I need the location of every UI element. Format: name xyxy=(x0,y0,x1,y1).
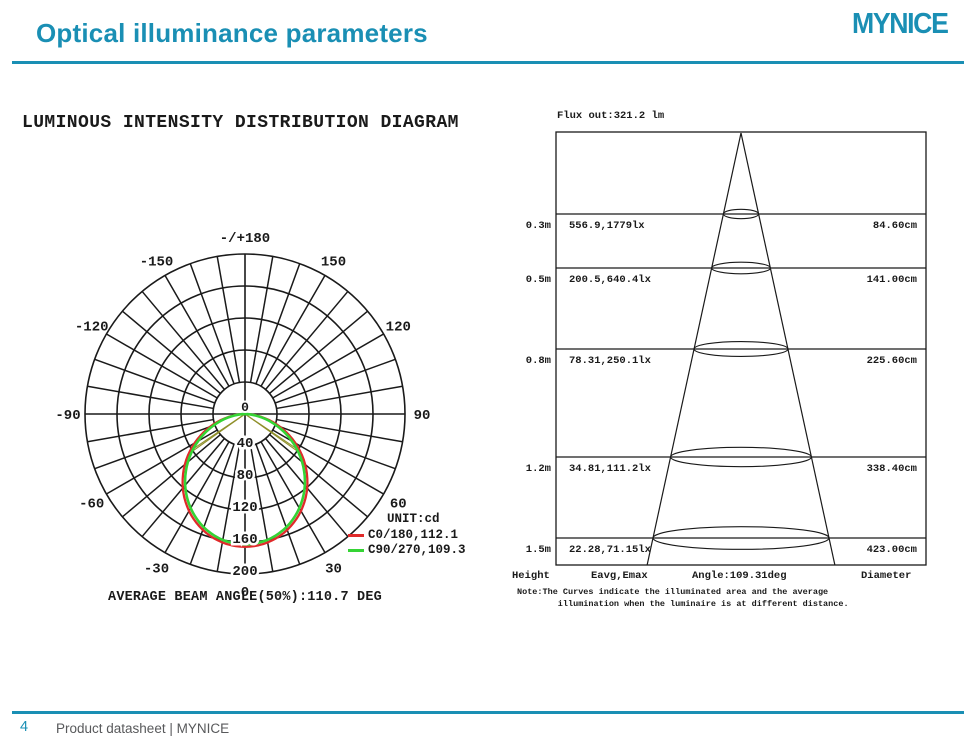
polar-spoke xyxy=(94,424,216,470)
angle-label-30: 30 xyxy=(325,561,342,577)
beam-angle-line xyxy=(244,413,299,453)
polar-spoke xyxy=(260,275,326,387)
polar-spoke xyxy=(87,418,214,443)
row-height-label: 1.5m xyxy=(526,544,551,556)
angle-label-120: 120 xyxy=(386,320,411,336)
column-label-angle: Angle:109.31deg xyxy=(692,570,787,582)
polar-spoke xyxy=(274,424,396,470)
polar-spoke xyxy=(164,275,230,387)
radial-label-120: 120 xyxy=(232,500,257,516)
polar-legend: UNIT:cd C0/180,112.1 C90/270,109.3 xyxy=(348,512,466,559)
illuminated-area-ellipse xyxy=(670,446,812,468)
angle-label--30: -30 xyxy=(144,561,169,577)
illuminated-area-ellipse xyxy=(711,261,771,275)
legend-label-c90: C90/270,109.3 xyxy=(368,543,466,557)
polar-spoke xyxy=(106,333,218,399)
row-height-label: 0.5m xyxy=(526,274,551,286)
polar-spoke xyxy=(260,441,326,553)
column-label-height: Height xyxy=(512,570,550,582)
flux-out-label: Flux out:321.2 lm xyxy=(557,110,665,122)
header-rule xyxy=(12,61,964,64)
polar-spoke xyxy=(249,445,274,572)
polar-spoke xyxy=(141,290,226,390)
polar-spoke xyxy=(189,443,235,565)
row-diameter-value: 84.60cm xyxy=(873,220,917,232)
illuminated-area-ellipse xyxy=(652,526,830,550)
polar-spoke xyxy=(274,358,396,404)
angle-label-0: 0 xyxy=(241,585,249,601)
polar-spoke xyxy=(216,445,241,572)
row-diameter-value: 423.00cm xyxy=(867,544,917,556)
legend-entry: C90/270,109.3 xyxy=(348,543,466,559)
curve-c0-180 xyxy=(181,412,309,548)
page-title: Optical illuminance parameters xyxy=(36,18,428,48)
polar-spoke xyxy=(276,418,403,443)
footer-rule xyxy=(12,711,964,714)
brand-logo: MYNICE xyxy=(852,8,949,40)
beam-angle-line xyxy=(191,413,246,453)
row-diameter-value: 225.60cm xyxy=(867,355,917,367)
angle-label-180: -/+180 xyxy=(220,231,270,247)
angle-label--90: -90 xyxy=(55,408,80,424)
average-beam-angle-caption: AVERAGE BEAM ANGLE(50%):110.7 DEG xyxy=(108,590,382,605)
row-diameter-value: 338.40cm xyxy=(867,463,917,475)
legend-swatch-c90 xyxy=(348,549,364,553)
legend-entry: C0/180,112.1 xyxy=(348,528,466,544)
polar-spoke xyxy=(87,385,214,410)
polar-spoke xyxy=(255,443,301,565)
curve-c90-270 xyxy=(183,412,307,546)
cone-note: Note:The Curves indicate the illuminated… xyxy=(517,587,849,609)
angle-label--150: -150 xyxy=(140,255,174,271)
radial-label-40: 40 xyxy=(237,436,254,452)
row-eavg-emax-value: 200.5,640.4lx xyxy=(569,274,652,286)
polar-spoke xyxy=(269,310,369,395)
legend-unit-label: UNIT:cd xyxy=(387,512,440,526)
row-height-label: 0.8m xyxy=(526,355,551,367)
angle-label-90: 90 xyxy=(414,408,431,424)
polar-spoke xyxy=(264,290,349,390)
polar-spoke xyxy=(255,263,301,385)
row-eavg-emax-value: 22.28,71.15lx xyxy=(569,544,652,556)
row-eavg-emax-value: 78.31,250.1lx xyxy=(569,355,652,367)
polar-spoke xyxy=(94,358,216,404)
column-label-eavg-emax: Eavg,Emax xyxy=(591,570,648,582)
illuminated-area-ellipse xyxy=(722,208,760,220)
page-number: 4 xyxy=(20,719,29,735)
radial-label-200: 200 xyxy=(232,564,257,580)
row-height-label: 0.3m xyxy=(526,220,551,232)
column-label-diameter: Diameter xyxy=(861,570,912,582)
polar-spoke xyxy=(249,256,274,383)
polar-diagram-title: LUMINOUS INTENSITY DISTRIBUTION DIAGRAM xyxy=(22,113,459,133)
radial-label-80: 80 xyxy=(237,468,254,484)
illuminance-cone-chart: 0.3m 556.9,1779lx 84.60cm 0.5m 200.5,640.4lx… xyxy=(526,131,927,566)
row-diameter-value: 141.00cm xyxy=(867,274,917,286)
legend-label-c0: C0/180,112.1 xyxy=(368,527,459,542)
polar-spoke xyxy=(164,441,230,553)
polar-spoke xyxy=(276,385,403,410)
polar-spoke xyxy=(189,263,235,385)
angle-label-150: 150 xyxy=(321,255,346,271)
row-height-label: 1.2m xyxy=(526,463,551,475)
polar-intensity-chart: -/+180 -150 150 -120 120 -90 90 -60 60 -30 30 0 40 80… xyxy=(55,231,431,601)
row-eavg-emax-value: 34.81,111.2lx xyxy=(569,463,652,475)
polar-spoke xyxy=(121,433,221,518)
radial-label-160: 160 xyxy=(232,532,257,548)
legend-swatch-c0 xyxy=(348,533,364,537)
illuminated-area-ellipse xyxy=(693,340,789,358)
angle-label--120: -120 xyxy=(75,320,109,336)
polar-spoke xyxy=(272,333,384,399)
polar-spoke xyxy=(269,433,369,518)
footer-text: Product datasheet | MYNICE xyxy=(56,721,230,736)
radial-label-center: 0 xyxy=(241,400,249,415)
angle-label--60: -60 xyxy=(79,497,104,513)
polar-spoke xyxy=(216,256,241,383)
polar-spoke xyxy=(121,310,221,395)
angle-label-60: 60 xyxy=(390,497,407,513)
row-eavg-emax-value: 556.9,1779lx xyxy=(569,220,645,232)
